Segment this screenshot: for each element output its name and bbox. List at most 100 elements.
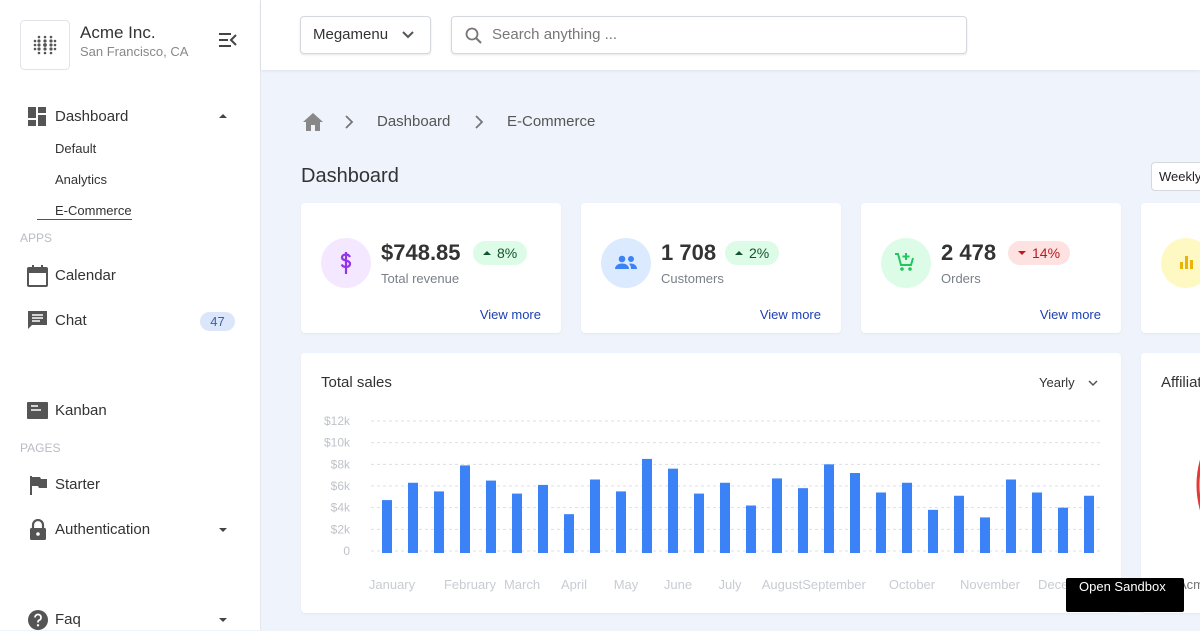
breadcrumb-separator	[345, 115, 354, 129]
badge: 47	[200, 312, 235, 331]
stat-icon	[881, 238, 931, 288]
caret-down	[219, 528, 227, 532]
caret-up	[219, 114, 227, 118]
stat-icon	[601, 238, 651, 288]
bar	[798, 488, 808, 553]
arrow-down	[1018, 251, 1026, 255]
bar	[486, 480, 496, 553]
bar	[980, 517, 990, 553]
nav-subitem[interactable]: E-Commerce	[55, 203, 132, 218]
affiliate-card: Affiliate Acme	[1141, 353, 1200, 613]
x-tick-label: October	[889, 577, 936, 592]
chevron-down	[402, 31, 414, 39]
view-more-link[interactable]: View more	[759, 307, 821, 322]
card-title: Affiliate	[1161, 374, 1200, 391]
kanban-icon	[27, 402, 48, 419]
faq-icon	[28, 610, 48, 630]
nav-item[interactable]: Starter	[55, 476, 101, 493]
nav-subitem[interactable]: Analytics	[55, 172, 108, 187]
y-tick-label: $6k	[331, 479, 351, 493]
nav-item[interactable]: Dashboard	[55, 108, 129, 125]
stat-card	[1141, 203, 1200, 333]
bar	[538, 484, 548, 553]
bar	[850, 473, 860, 553]
nav-subitem[interactable]: Default	[55, 141, 97, 156]
x-tick-label: January	[369, 577, 416, 592]
x-tick-label: September	[802, 577, 866, 592]
flag-icon	[30, 476, 47, 495]
megamenu-button[interactable]: Megamenu	[300, 16, 431, 54]
bar	[746, 505, 756, 553]
company-location: San Francisco, CA	[80, 44, 189, 59]
stat-value: 1 708	[661, 240, 717, 265]
nav-item[interactable]: Faq	[55, 611, 81, 628]
nav-item[interactable]: Calendar	[55, 267, 116, 284]
home-icon[interactable]	[303, 113, 323, 131]
chevron-down	[1088, 380, 1098, 387]
calendar-icon	[27, 265, 48, 287]
bar	[824, 464, 834, 553]
nav-item[interactable]: Authentication	[55, 521, 151, 538]
search-box[interactable]: Search anything ...	[451, 16, 967, 54]
bar	[954, 495, 964, 553]
change-badge: 14%	[1008, 241, 1071, 265]
bar	[1084, 495, 1094, 553]
bar	[382, 500, 392, 553]
bar	[590, 479, 600, 553]
chart-card: Total sales Yearly	[301, 353, 1121, 613]
bar	[512, 493, 522, 553]
collapse-button[interactable]	[218, 32, 238, 48]
stat-label: Total revenue	[381, 271, 460, 286]
nav-item[interactable]: Kanban	[55, 402, 107, 419]
button-label: Megamenu	[313, 26, 389, 43]
y-tick-label: $4k	[331, 501, 351, 515]
stat-icon	[1161, 238, 1200, 288]
bar	[1032, 492, 1042, 553]
period-selector[interactable]: Yearly	[1039, 375, 1075, 390]
bar	[720, 482, 730, 553]
bar	[694, 493, 704, 553]
arrow-up	[483, 251, 491, 255]
bar	[616, 491, 626, 553]
y-tick-label: $2k	[331, 522, 351, 536]
stat-value: $748.85	[381, 240, 461, 265]
search-placeholder: Search anything ...	[492, 26, 618, 43]
tooltip[interactable]: Open Sandbox	[1066, 578, 1184, 612]
chat-icon	[28, 311, 47, 329]
x-tick-label: August	[762, 577, 803, 592]
nav-item[interactable]: Chat	[55, 312, 87, 329]
active-indicator	[37, 219, 132, 220]
bar	[1006, 479, 1016, 553]
breadcrumb-separator	[475, 115, 484, 129]
stat-card: 2 478 14% Orders View more	[861, 203, 1121, 333]
bar	[564, 514, 574, 553]
stat-card: $748.85 8% Total revenue View more	[301, 203, 561, 333]
chart-title: Total sales	[321, 374, 392, 391]
sidebar: Acme Inc. San Francisco, CA Dashboard De…	[0, 0, 261, 630]
company-name: Acme Inc.	[80, 23, 156, 42]
donut-chart	[1196, 459, 1200, 511]
stat-label: Orders	[941, 271, 981, 286]
bar	[668, 468, 678, 553]
bar	[642, 458, 652, 553]
y-tick-label: $8k	[331, 457, 351, 471]
bar	[460, 465, 470, 553]
change-badge: 8%	[473, 241, 528, 265]
breadcrumb-item[interactable]: Dashboard	[377, 113, 451, 130]
change-value: 8%	[497, 245, 518, 261]
stat-label: Customers	[661, 271, 724, 286]
view-more-link[interactable]: View more	[479, 307, 541, 322]
stat-value: 2 478	[941, 240, 997, 265]
x-tick-label: March	[504, 577, 540, 592]
stat-card: 1 708 2% Customers View more	[581, 203, 841, 333]
x-tick-label: April	[561, 577, 587, 592]
arrow-up	[735, 251, 743, 255]
logo	[20, 20, 70, 70]
change-value: 14%	[1032, 245, 1061, 261]
view-more-link[interactable]: View more	[1039, 307, 1101, 322]
y-tick-label: $12k	[324, 414, 351, 428]
x-tick-label: May	[614, 577, 639, 592]
range-button[interactable]: Weekly	[1151, 162, 1200, 191]
